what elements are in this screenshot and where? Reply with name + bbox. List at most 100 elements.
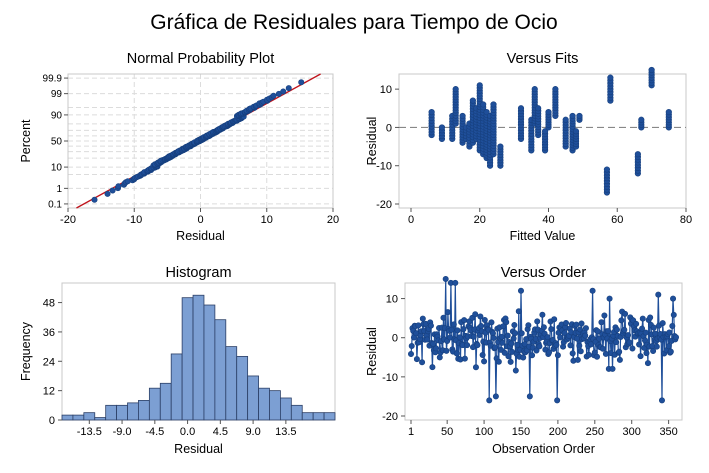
normal-plot-point <box>280 88 287 95</box>
order-plot-point <box>461 317 468 324</box>
fits-plot-point <box>607 74 614 81</box>
order-plot-point <box>652 330 659 337</box>
fits-plot-point <box>476 82 483 89</box>
order-plot-point <box>429 364 436 371</box>
histogram-bar <box>127 402 139 421</box>
histogram-bar <box>203 304 216 421</box>
order-plot-point <box>577 348 584 355</box>
order-plot-xtick-label: 300 <box>623 426 641 438</box>
order-plot-point <box>574 356 581 363</box>
order-plot-point <box>461 355 468 362</box>
histogram-bar <box>94 417 107 421</box>
order-plot-point <box>659 320 666 327</box>
order-plot-ylabel: Residual <box>365 327 379 376</box>
order-plot-point <box>495 358 502 365</box>
histogram-ytick-label: 24 <box>43 356 55 368</box>
order-plot-point <box>514 341 521 348</box>
normal-plot-xlabel: Residual <box>176 229 225 243</box>
normal-plot-point <box>115 183 122 190</box>
normal-plot-ytick-label: 50 <box>51 137 63 148</box>
order-plot-point <box>440 314 447 321</box>
order-plot-point <box>642 329 649 336</box>
order-plot-point <box>510 335 517 342</box>
order-plot-point <box>622 310 629 317</box>
order-plot-point <box>589 287 596 294</box>
normal-plot-point <box>285 85 292 92</box>
order-plot-point <box>621 326 628 333</box>
histogram-bar <box>181 297 194 421</box>
order-plot-point <box>477 313 484 320</box>
histogram-xtick-label: -9.0 <box>113 426 132 438</box>
fits-plot-point <box>490 101 497 108</box>
order-plot-point <box>561 330 568 337</box>
normal-plot-ytick-label: 1 <box>56 184 62 195</box>
histogram-bar <box>61 414 74 421</box>
order-plot-point <box>444 309 451 316</box>
order-plot-point <box>594 328 601 335</box>
fits-plot-point <box>648 66 655 74</box>
order-plot-point <box>655 291 662 298</box>
fits-plot-xtick-label: 20 <box>474 214 486 226</box>
order-plot-point <box>526 393 533 400</box>
order-plot-point <box>453 350 460 357</box>
normal-plot-xtick-label: -20 <box>60 214 76 226</box>
fits-plot-point <box>469 97 476 104</box>
order-plot-point <box>626 339 633 346</box>
order-plot-point <box>557 334 564 341</box>
order-plot-xtick-label: 1 <box>408 426 414 438</box>
order-plot-point <box>430 340 437 347</box>
fits-plot-point <box>438 124 446 131</box>
histogram-bar <box>170 353 183 421</box>
normal-plot-point <box>104 190 111 197</box>
order-plot-point <box>419 315 426 322</box>
normal-plot-xtick-label: -10 <box>126 214 142 226</box>
histogram-ytick-label: 12 <box>43 386 55 398</box>
order-plot-point <box>436 354 443 361</box>
histogram-ytick-label: 48 <box>43 298 55 310</box>
order-plot-xtick-label: 250 <box>586 426 604 438</box>
fits-plot-point <box>497 143 504 150</box>
order-plot-point <box>573 321 580 328</box>
fits-plot-point <box>603 166 611 173</box>
histogram-bar <box>290 404 303 421</box>
order-plot-ytick-label: -20 <box>382 411 398 423</box>
normal-plot-point <box>124 178 131 185</box>
order-plot-point <box>670 311 677 318</box>
order-plot-point <box>585 351 592 358</box>
order-plot-point <box>639 315 646 322</box>
histogram-bar <box>312 412 325 421</box>
histogram-bar <box>279 397 292 421</box>
order-plot-ytick-label: -10 <box>382 372 398 384</box>
order-plot-point <box>553 341 560 348</box>
histogram-bar <box>258 387 270 421</box>
order-plot-point <box>508 340 515 347</box>
fits-plot-ylabel: Residual <box>365 117 379 166</box>
order-plot-point <box>650 348 657 355</box>
fits-plot-xtick-label: 80 <box>680 214 692 226</box>
order-plot-point <box>653 343 660 350</box>
histogram-xtick-label: -4.5 <box>145 426 164 438</box>
order-plot-point <box>486 397 493 404</box>
histogram-bar <box>225 346 238 421</box>
order-plot-point <box>567 342 574 349</box>
histogram-bar <box>301 412 314 421</box>
histogram-bar <box>214 319 227 421</box>
order-plot-point <box>479 351 486 358</box>
normal-plot-xtick-label: 20 <box>327 214 339 226</box>
fits-plot-point <box>535 105 542 112</box>
histogram-bar <box>159 382 172 421</box>
order-plot-point <box>658 397 665 404</box>
order-plot-point <box>554 352 561 359</box>
fits-plot-point <box>634 151 641 158</box>
fits-plot-ytick-label: 10 <box>380 84 392 96</box>
fits-plot-ytick-label: -20 <box>376 199 392 211</box>
order-plot-point <box>481 358 488 365</box>
order-plot-point <box>667 348 674 355</box>
histogram-bar <box>323 412 336 421</box>
order-plot-point <box>536 343 543 350</box>
order-plot-point <box>639 325 646 332</box>
fits-plot-point <box>428 109 435 116</box>
histogram-xtick-label: 4.5 <box>213 426 228 438</box>
figure-title: Gráfica de Residuales para Tiempo de Oci… <box>150 11 557 34</box>
order-plot-point <box>665 343 672 350</box>
